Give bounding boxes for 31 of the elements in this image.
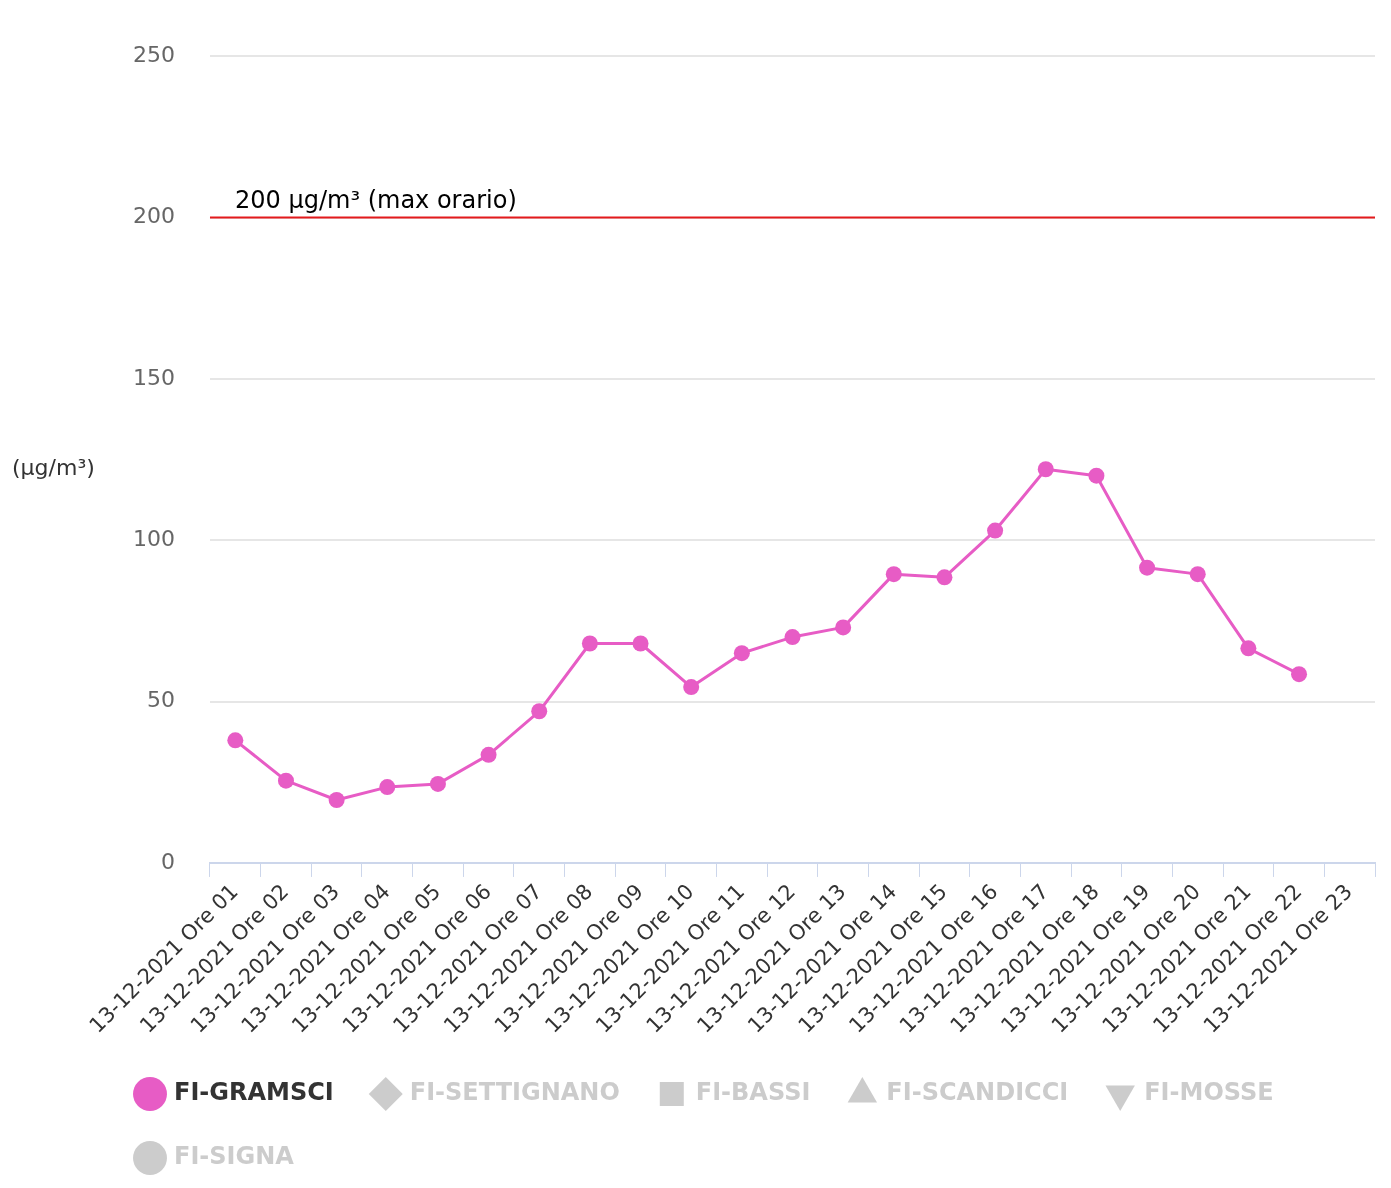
ref-line-label: 200 μg/m³ (max orario) [234,185,517,214]
point [632,635,649,652]
point [784,629,801,646]
point [1240,640,1257,657]
point [328,792,345,809]
point [1139,559,1156,576]
point [1189,566,1206,583]
point [733,645,750,662]
point [835,619,852,636]
point [885,566,902,583]
point [1037,461,1054,478]
point [1291,666,1308,683]
y-tick-label: 0 [160,848,175,874]
point [683,679,700,696]
y-tick-label: 100 [132,525,175,551]
point [429,775,446,792]
y-tick-label: 250 [132,41,175,67]
point [379,779,396,796]
point [1088,467,1105,484]
y-tick-label: 200 [132,203,175,229]
point [227,732,244,749]
point [277,772,294,789]
point [936,569,953,586]
legend-label: FI-GRAMSCI [174,1078,334,1107]
y-tick-label: 150 [132,364,175,390]
point [480,746,497,763]
y-axis-title: (μg/m³) [12,455,95,481]
point [581,635,598,652]
point [531,703,548,720]
y-tick-label: 50 [146,687,175,713]
point [987,522,1004,539]
